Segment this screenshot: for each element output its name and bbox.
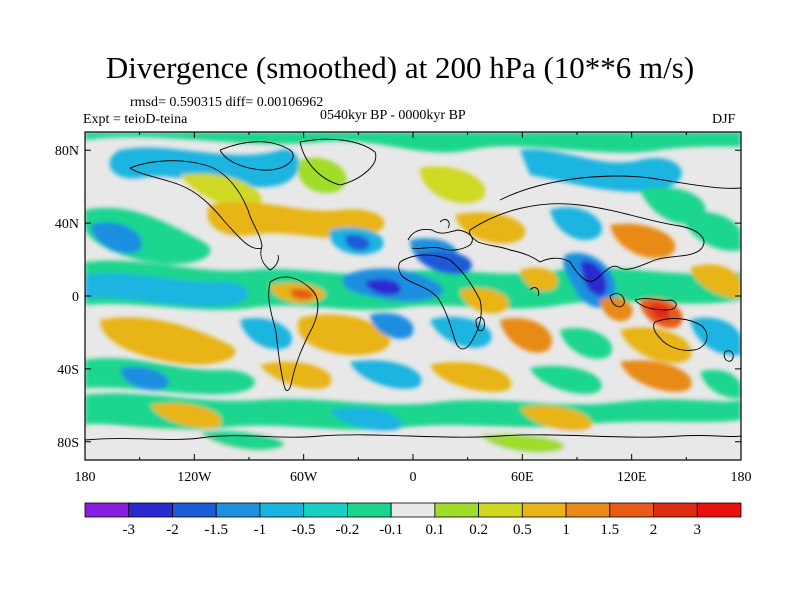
y-tick-label: 80S — [57, 436, 79, 451]
period-text: 0540kyr BP - 0000kyr BP — [320, 108, 466, 123]
stats-text: rmsd= 0.590315 diff= 0.00106962 — [130, 95, 324, 110]
colorbar-swatch — [84, 502, 130, 518]
chart-title: Divergence (smoothed) at 200 hPa (10**6 … — [105, 50, 695, 85]
colorbar-label: -0.5 — [292, 522, 316, 538]
colorbar-swatch — [390, 502, 436, 518]
x-axis: 180 120W 60W 0 60E 120E 180 — [75, 132, 752, 485]
colorbar-label: 0.2 — [469, 522, 488, 538]
colorbar-swatch — [653, 502, 698, 518]
x-tick-label: 120W — [177, 470, 212, 485]
colorbar-swatch — [565, 502, 611, 518]
coastlines — [85, 138, 741, 441]
y-tick-label: 40N — [55, 217, 79, 232]
colorbar-swatch — [215, 502, 261, 518]
x-tick-label: 180 — [75, 470, 96, 485]
colorbar-label: 1.5 — [600, 522, 619, 538]
colorbar-label: -0.1 — [379, 522, 403, 538]
y-axis: 80N 40N 0 40S 80S — [55, 144, 741, 451]
divergence-field — [85, 132, 741, 460]
colorbar-swatch — [172, 502, 217, 518]
colorbar-label: -3 — [122, 522, 135, 538]
experiment-text: Expt = teioD-teina — [83, 112, 188, 127]
colorbar-label: 2 — [650, 522, 658, 538]
colorbar-label: -1 — [254, 522, 267, 538]
colorbar-swatch — [478, 502, 523, 518]
colorbar-swatch — [303, 502, 348, 518]
x-tick-label: 120E — [617, 470, 647, 485]
colorbar-swatch — [521, 502, 567, 518]
colorbar-label: 0.5 — [513, 522, 532, 538]
x-tick-label: 60E — [511, 470, 534, 485]
colorbar-swatch — [128, 502, 173, 518]
colorbar-swatch — [696, 502, 742, 518]
colorbar: -3 -2 -1.5 -1 -0.5 -0.2 -0.1 0.1 0.2 0.5 1 1.5 2 3 — [84, 502, 742, 538]
colorbar-label: 1 — [562, 522, 570, 538]
colorbar-label: -1.5 — [204, 522, 228, 538]
x-tick-label: 180 — [731, 470, 752, 485]
colorbar-label: 0.1 — [425, 522, 444, 538]
colorbar-label: 3 — [694, 522, 702, 538]
y-tick-label: 0 — [72, 290, 79, 305]
y-tick-label: 80N — [55, 144, 79, 159]
colorbar-label: -0.2 — [336, 522, 360, 538]
season-text: DJF — [712, 112, 736, 127]
colorbar-swatch — [346, 502, 392, 518]
colorbar-label: -2 — [166, 522, 179, 538]
x-tick-label: 0 — [410, 470, 417, 485]
colorbar-swatch — [259, 502, 305, 518]
y-tick-label: 40S — [57, 363, 79, 378]
x-tick-label: 60W — [290, 470, 318, 485]
colorbar-swatch — [434, 502, 480, 518]
colorbar-swatch — [609, 502, 654, 518]
